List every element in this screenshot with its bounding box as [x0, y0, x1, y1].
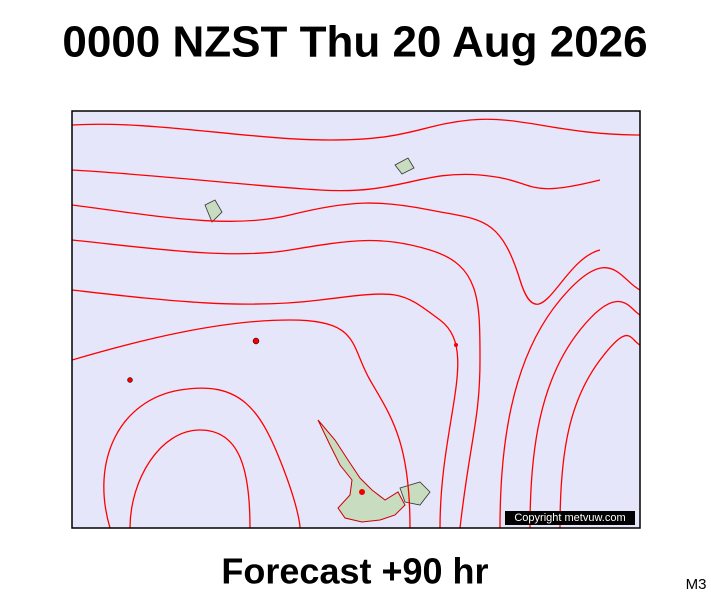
map	[72, 111, 640, 528]
land	[127, 157, 458, 523]
map-frame	[71, 110, 641, 529]
forecast-label: Forecast +90 hr	[221, 551, 488, 592]
copyright: Copyright metvuw.com	[514, 512, 625, 524]
copyright-box	[505, 511, 635, 525]
isobars	[72, 118, 640, 528]
model-label: M3	[686, 576, 707, 593]
title: 0000 NZST Thu 20 Aug 2026	[62, 18, 647, 67]
map-background	[72, 111, 640, 528]
